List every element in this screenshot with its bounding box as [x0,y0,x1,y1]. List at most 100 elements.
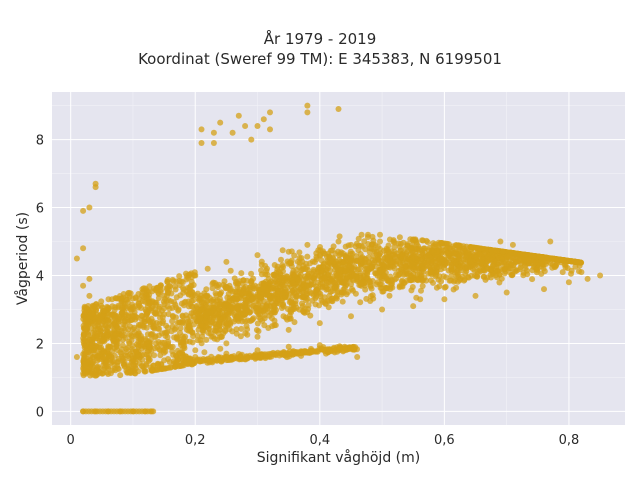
data-point [385,278,392,285]
data-point [163,330,170,337]
data-point [80,282,87,289]
data-point [541,286,547,293]
data-point [82,361,89,368]
data-point [356,266,363,273]
data-point [233,279,240,285]
data-point [140,287,147,294]
data-point [497,255,504,262]
data-point [116,335,123,341]
data-point [204,292,211,299]
data-point [181,299,188,306]
data-point [258,271,265,278]
data-point [291,319,298,326]
data-point [383,258,390,265]
data-point [197,315,204,322]
data-point [237,352,244,359]
data-point [192,347,199,354]
data-point [584,275,591,282]
data-point [443,274,450,281]
data-point [559,269,566,276]
data-point [348,313,354,320]
data-point [289,280,296,287]
data-point [201,349,208,356]
data-point [188,298,195,305]
data-point [497,238,504,245]
x-tick-label: 0,6 [434,433,455,448]
data-point [271,317,278,324]
data-point [157,352,164,359]
data-point [267,126,273,133]
data-point [535,260,542,267]
data-point [337,266,344,273]
data-point [448,265,455,272]
data-point [509,241,516,248]
data-point [333,276,340,283]
data-point [422,254,429,261]
data-point [98,313,105,320]
data-point [336,233,343,240]
data-point [440,247,447,254]
data-point [102,307,109,314]
data-point [242,318,249,325]
data-point [320,261,327,268]
data-point [287,306,294,313]
data-point [223,258,230,265]
data-point [223,340,230,347]
data-point [334,287,341,294]
data-point [164,278,171,285]
data-point [141,294,148,300]
data-point [208,333,215,340]
data-point [172,286,179,293]
data-point [73,255,80,262]
data-point [225,320,232,327]
data-point [155,361,162,368]
data-point [301,305,308,312]
data-point [304,253,311,260]
data-point [448,277,454,284]
data-point [369,292,376,299]
data-point [578,269,585,276]
data-point [450,243,457,250]
data-point [343,274,350,281]
data-point [316,320,323,327]
data-point [271,322,278,329]
data-point [145,288,152,295]
data-point [142,368,149,375]
data-point [402,263,409,269]
data-point [357,251,364,257]
data-point [194,290,201,297]
data-point [192,272,199,279]
data-point [290,292,297,299]
data-point [254,347,261,354]
data-point [299,300,305,307]
data-point [279,302,286,309]
data-point [256,298,263,305]
data-point [335,238,342,245]
data-point [424,239,431,246]
data-point [151,310,158,317]
data-point [199,295,206,301]
data-point [463,251,470,258]
data-point [413,294,420,301]
data-point [377,231,383,238]
data-point [148,331,154,338]
data-point [498,275,505,282]
data-point [186,271,193,278]
data-point [214,323,221,330]
data-point [198,140,205,146]
data-point [565,279,572,286]
data-point [332,266,339,273]
x-axis-label: Signifikant våghöjd (m) [257,449,420,466]
data-point [233,289,240,296]
data-point [549,255,556,262]
data-point [312,295,319,302]
data-point [410,255,417,262]
data-point [517,266,524,273]
data-point [372,270,379,277]
data-point [428,269,435,276]
data-point [385,242,392,249]
data-point [316,264,323,271]
data-point [102,360,109,367]
data-point [523,267,530,274]
data-point [173,294,180,301]
